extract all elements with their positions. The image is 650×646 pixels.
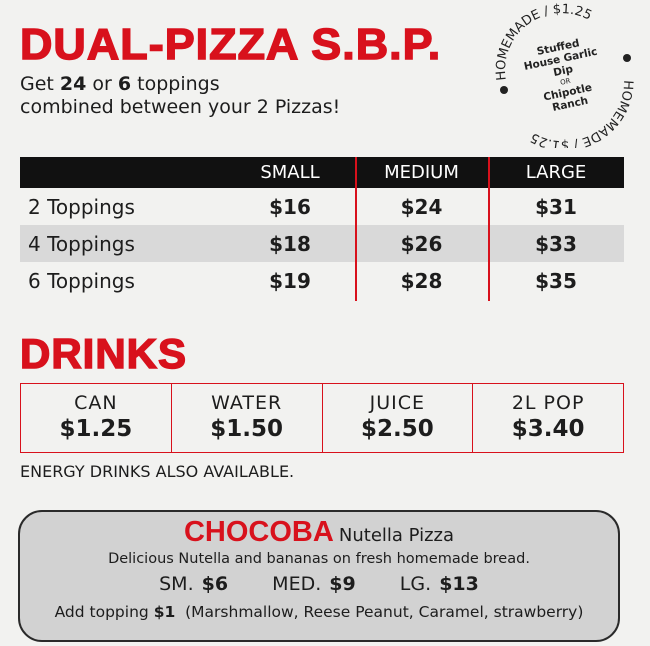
drinks-title: DRINKS: [19, 329, 188, 378]
table-row: 6 Toppings $19 $28 $35: [28, 268, 577, 293]
table-header: SMALL MEDIUM LARGE: [20, 157, 624, 188]
drink-item: 2L POP $3.40: [511, 392, 585, 442]
chocoba-name: CHOCOBA: [183, 516, 334, 548]
badge-line3: Dip: [552, 63, 574, 79]
col-medium: MEDIUM: [384, 162, 459, 183]
chocoba-box: CHOCOBA Nutella Pizza Delicious Nutella …: [18, 510, 620, 642]
drink-item: WATER $1.50: [172, 384, 323, 452]
pizza-price-table: SMALL MEDIUM LARGE 2 Toppings $16 $24 $31 4…: [20, 157, 624, 299]
col-large: LARGE: [525, 162, 587, 183]
chocoba-sizes: SM. $6 MED. $9 LG. $13: [159, 573, 479, 595]
chocoba-add-topping: Add topping $1 (Marshmallow, Reese Peanu…: [54, 603, 584, 621]
col-small: SMALL: [260, 162, 320, 183]
drinks-table: CAN $1.25 WATER $1.50 JUICE $2.50 2L POP $3.…: [20, 383, 624, 453]
chocoba-subtitle: Nutella Pizza: [338, 525, 455, 546]
chocoba-description: Delicious Nutella and bananas on fresh h…: [108, 551, 530, 567]
subtitle-line2: combined between your 2 Pizzas!: [20, 96, 341, 118]
drink-item: JUICE $2.50: [323, 384, 474, 452]
badge-or: OR: [560, 77, 572, 87]
subtitle-line1: Get 24 or 6 toppings: [20, 73, 220, 95]
table-row: 2 Toppings $16 $24 $31: [28, 194, 577, 219]
homemade-dip-badge: HOMEMADE / $1.25 HOMEMADE / $1.25 Stuffe…: [494, 2, 635, 148]
column-divider: [355, 157, 357, 301]
drink-item: CAN $1.25: [21, 384, 172, 452]
drinks-note: ENERGY DRINKS ALSO AVAILABLE.: [20, 462, 295, 481]
column-divider: [488, 157, 490, 301]
table-row: 4 Toppings $18 $26 $33: [20, 225, 624, 262]
pizza-title: DUAL-PIZZA S.B.P.: [19, 19, 442, 70]
